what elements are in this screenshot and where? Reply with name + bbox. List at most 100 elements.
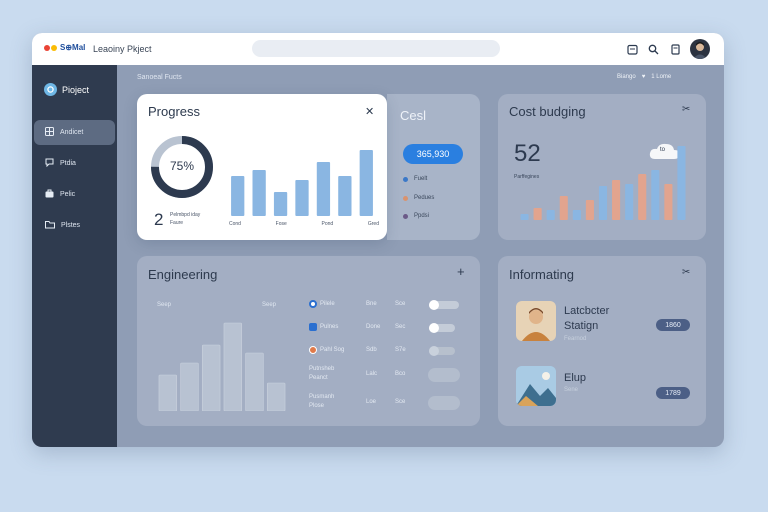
orange-dot-icon xyxy=(309,346,317,354)
engineering-bar xyxy=(158,374,178,411)
info-item-tag[interactable]: 1860 xyxy=(656,319,690,331)
cloud-icon: to xyxy=(648,142,682,160)
engineering-row[interactable]: Pulnes Done Sec xyxy=(309,322,469,334)
row-action-button[interactable] xyxy=(428,396,460,410)
budget-bar xyxy=(625,184,634,220)
toggle-knob xyxy=(429,346,439,356)
progress-axis: Cond Fose Pond Gred xyxy=(229,221,379,227)
info-item-sub: Sene xyxy=(564,387,579,393)
row-toggle[interactable] xyxy=(429,346,455,356)
logo-yellow-dot xyxy=(51,44,57,51)
progress-card: Progress ✕ 75% 2 Pelmbpd iday Faure Cond… xyxy=(137,94,387,240)
engineering-row[interactable]: Pusmanh Plose Loe Sce xyxy=(309,394,469,414)
legend-dot xyxy=(403,176,408,182)
cost-title: Cesl xyxy=(400,108,427,123)
budget-bar xyxy=(677,146,686,220)
sidebar-item-label: Pelic xyxy=(60,191,76,198)
app-window: S⊕Mal Leaoiny Pkject Pioject Andicet xyxy=(32,33,724,447)
budget-bar xyxy=(533,208,542,220)
progress-bar xyxy=(231,176,245,216)
cloud-label: to xyxy=(660,147,666,153)
sidebar-item-label: Ptdia xyxy=(60,160,76,167)
row-col-2: Sce xyxy=(395,301,406,307)
info-item-name: Elup xyxy=(564,372,587,384)
toggle-knob xyxy=(429,300,439,310)
landscape-thumbnail[interactable] xyxy=(516,366,556,406)
budget-bar xyxy=(520,214,529,220)
person-avatar[interactable] xyxy=(516,301,556,341)
sidebar-item-pelic[interactable]: Pelic xyxy=(34,182,115,207)
legend-label: Pedues xyxy=(414,195,435,201)
progress-donut xyxy=(151,136,213,198)
document-icon[interactable] xyxy=(668,42,682,56)
user-avatar[interactable] xyxy=(690,39,710,59)
legend-label: Fuelt xyxy=(414,176,428,182)
search-icon[interactable] xyxy=(646,42,660,56)
info-item-sub: Fearnod xyxy=(564,336,587,342)
row-action-button[interactable] xyxy=(428,368,460,382)
sidebar-item-plstes[interactable]: Plstes xyxy=(34,213,115,238)
heart-icon[interactable]: ♥ xyxy=(641,74,646,80)
informating-title: Informating xyxy=(509,267,575,282)
legend-label: Ppdsi xyxy=(414,213,430,219)
progress-bar xyxy=(252,170,266,216)
chat-icon xyxy=(45,158,54,169)
row-toggle[interactable] xyxy=(429,300,459,310)
engineering-card: Engineering + Seep Seep Pilele Bne Sce P… xyxy=(137,256,480,426)
progress-title: Progress xyxy=(148,104,201,119)
cost-legend-item: Fuelt xyxy=(403,176,427,182)
row-name: Pulnes xyxy=(320,324,339,330)
progress-percent: 75% xyxy=(169,159,195,173)
app-logo[interactable]: S⊕Mal xyxy=(44,43,85,52)
breadcrumb[interactable]: Sanoeal Fucts xyxy=(137,74,182,81)
search-input[interactable] xyxy=(252,40,500,57)
progress-count-caption: Pelmbpd iday xyxy=(170,212,201,218)
scissors-icon[interactable]: ✂ xyxy=(682,104,691,115)
sidebar-item-label: Plstes xyxy=(61,222,81,229)
engineering-row[interactable]: Pilele Bne Sce xyxy=(309,299,469,311)
close-icon[interactable]: ✕ xyxy=(365,106,375,118)
scissors-icon[interactable]: ✂ xyxy=(682,267,691,278)
row-col-2: Sec xyxy=(395,324,406,330)
grid-icon xyxy=(45,127,54,138)
budget-bar xyxy=(585,200,594,220)
sidebar-item-ptdia[interactable]: Ptdia xyxy=(34,151,115,176)
cost-budget-card: Cost budging ✂ 52 Parffegines to xyxy=(498,94,706,240)
engineering-row[interactable]: Putnsheb Peanct Lalc Bco xyxy=(309,366,469,386)
header-meta-label[interactable]: Biango xyxy=(617,74,636,80)
info-item-tag[interactable]: 1789 xyxy=(656,387,690,399)
calendar-icon[interactable] xyxy=(625,42,639,56)
header-meta-extra[interactable]: 1 Lome xyxy=(651,74,672,80)
sidebar-item-andicet[interactable]: Andicet xyxy=(34,120,115,145)
donut-arc xyxy=(151,136,213,198)
cost-legend-item: Pedues xyxy=(403,195,434,201)
toggle-knob xyxy=(429,323,439,333)
engineering-bar-chart xyxy=(158,322,286,411)
sidebar-brand[interactable]: Pioject xyxy=(44,83,89,96)
logo-red-dot xyxy=(44,44,50,51)
progress-bar xyxy=(359,150,373,216)
row-col-1: Lalc xyxy=(366,371,378,377)
row-col-1: Sdb xyxy=(366,347,377,353)
axis-label: Cond xyxy=(229,221,241,227)
progress-bar xyxy=(273,192,288,216)
add-icon[interactable]: + xyxy=(457,264,465,279)
row-toggle[interactable] xyxy=(429,323,455,333)
engineering-bar xyxy=(245,352,264,411)
project-title: Leaoiny Pkject xyxy=(93,44,152,54)
row-col-1: Loe xyxy=(366,399,377,405)
engineering-bar xyxy=(223,322,243,411)
progress-bar xyxy=(338,176,352,216)
budget-bar-chart xyxy=(520,146,686,220)
ring-icon xyxy=(309,300,317,308)
row-name: Pilele xyxy=(320,301,335,307)
legend-dot xyxy=(403,195,408,201)
sidebar-item-label: Andicet xyxy=(60,129,84,136)
cost-amount-pill[interactable]: 365,930 xyxy=(403,144,463,164)
row-name: Pahl Sog xyxy=(320,347,345,353)
engineering-row[interactable]: Pahl Sog Sdb S7e xyxy=(309,345,469,357)
legend-dot xyxy=(403,213,408,219)
row-col-2: Bco xyxy=(395,371,406,377)
budget-caption: Parffegines xyxy=(514,174,540,180)
budget-bar xyxy=(651,170,660,220)
